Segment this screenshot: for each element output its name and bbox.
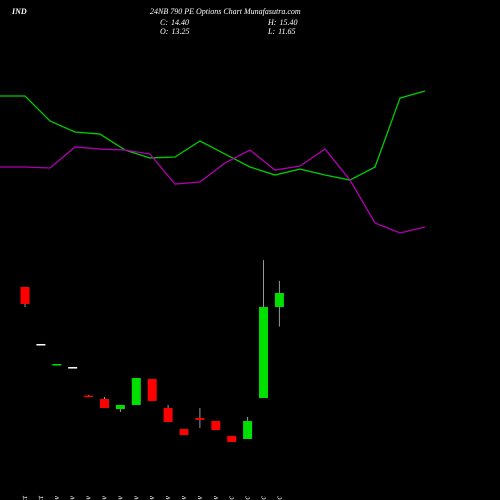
candle-body (211, 420, 221, 430)
x-tick-label: 29 Oct (20, 495, 29, 500)
indicator-line (0, 146, 426, 234)
ohlc-summary: H: 15.40 (267, 18, 297, 27)
x-tick-label: 26 Nov (179, 496, 188, 500)
ohlc-summary: L: 11.65 (267, 27, 296, 36)
candle-body (131, 378, 141, 405)
ohlc-summary: C: 14.40 (160, 18, 189, 27)
x-tick-label: 27 Nov (195, 496, 204, 500)
x-tick-label: 17 Nov (84, 496, 93, 500)
candle-body (36, 343, 46, 346)
x-tick-label: 01 Dec (227, 496, 236, 500)
candle-body (274, 293, 284, 308)
candle-body (84, 395, 94, 398)
x-tick-label: 24 Nov (147, 496, 156, 500)
candle-body (147, 379, 157, 401)
ohlc-value: 11.65 (278, 27, 295, 36)
ohlc-summary: O: 13.25 (160, 27, 189, 36)
x-tick-label: 02 Dec (243, 496, 252, 500)
candle-body (163, 408, 173, 422)
chart-title: 24NB 790 PE Options Chart Munafasutra.co… (150, 7, 301, 16)
candle-body (100, 399, 109, 409)
x-tick-label: 04 Dec (274, 496, 283, 500)
x-tick-label: 20 Nov (115, 496, 124, 500)
x-tick-label: 28 Nov (211, 496, 220, 500)
ohlc-name: C: (160, 18, 168, 27)
candle-body (195, 418, 205, 420)
candle-body (243, 420, 253, 440)
candle-body (259, 307, 268, 399)
ohlc-value: 14.40 (171, 18, 189, 27)
x-tick-label: 31 Oct (36, 495, 45, 500)
ohlc-value: 15.40 (279, 18, 297, 27)
candle-body (20, 287, 30, 304)
x-tick-label: 07 Nov (68, 496, 77, 500)
candle-body (227, 435, 237, 442)
ohlc-name: L: (267, 27, 275, 36)
symbol: IND (11, 7, 27, 16)
indicator-line (0, 90, 426, 181)
x-tick-label: 21 Nov (131, 496, 140, 500)
candle-body (115, 404, 125, 410)
candle-body (52, 363, 62, 366)
x-tick-label: 25 Nov (163, 496, 172, 500)
x-tick-label: 05 Nov (52, 496, 61, 500)
ohlc-name: O: (160, 27, 169, 36)
ohlc-value: 13.25 (171, 27, 189, 36)
candle-body (68, 367, 78, 369)
ohlc-name: H: (267, 18, 277, 27)
candle-body (179, 429, 189, 435)
x-tick-label: 03 Dec (259, 496, 268, 500)
x-tick-label: 19 Nov (100, 496, 109, 500)
